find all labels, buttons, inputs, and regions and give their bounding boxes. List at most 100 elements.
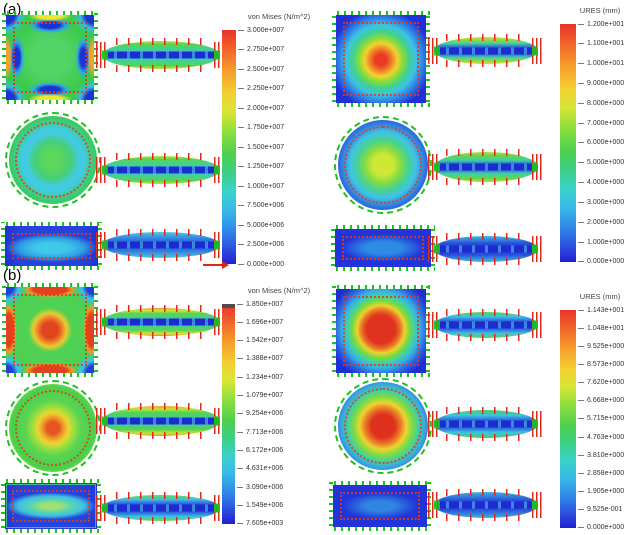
- plate-midplane: [436, 47, 536, 54]
- plate-midplane: [104, 166, 218, 174]
- arrow-shaft: [203, 264, 222, 266]
- legend-tick: 1.000e+001: [578, 60, 624, 68]
- legend-tick: 3.090e+006: [237, 483, 283, 491]
- load-arrows: [446, 178, 526, 185]
- legend-tick: 1.250e+007: [238, 163, 284, 171]
- ures-square-top-view-a: [332, 11, 430, 107]
- legend-tick: 6.172e+006: [237, 447, 283, 455]
- ures-circle-side-view-a: [428, 149, 544, 185]
- load-arrows: [116, 38, 206, 45]
- plate-midplane: [104, 241, 218, 249]
- restraint-symbol: [214, 317, 220, 327]
- legend-tick: 1.200e+001: [578, 20, 624, 28]
- arrow-head: [222, 261, 229, 269]
- vonmises-circle-top-view-b: [5, 380, 101, 476]
- legend-tick: 0.000e+000: [238, 260, 284, 268]
- vonmises-square-top-view-a: [2, 11, 98, 104]
- legend-tick: 7.605e+003: [237, 520, 283, 528]
- ures-legend-b: URES (mm) 1.143e+001 1.048e+001 9.525e+000…: [560, 292, 640, 531]
- legend-tick: 7.500e+006: [238, 202, 284, 210]
- plate-midplane: [436, 321, 536, 329]
- legend-tick: 7.620e+000: [578, 379, 624, 387]
- panel-b-label: (b): [3, 267, 22, 284]
- restraint-symbol: [532, 162, 538, 172]
- legend-tick: 7.713e+006: [237, 428, 283, 436]
- vonmises-circle-side-view-b: [96, 403, 226, 439]
- vonmises-square-side-view-a: [96, 38, 226, 72]
- load-arrows: [116, 254, 206, 261]
- load-arrows: [116, 229, 206, 236]
- restraint-symbol: [102, 503, 108, 513]
- vonmises-rectangle-top-view-b: [1, 479, 101, 533]
- legend-tick-labels: 3.000e+007 2.750e+007 2.500e+007 2.250e+007…: [238, 26, 284, 268]
- stress-contour: [6, 15, 94, 100]
- vonmises-legend-a: von Mises (N/m^2) 3.000e+007 2.750e+007 2.…: [222, 12, 336, 268]
- load-arrows: [446, 514, 526, 521]
- restraint-symbol: [214, 503, 220, 513]
- plate-midplane: [436, 501, 536, 509]
- legend-tick: 2.250e+007: [238, 85, 284, 93]
- legend-tick: 3.810e+000: [578, 451, 624, 459]
- load-arrows: [446, 489, 526, 496]
- plate-midplane: [104, 318, 218, 326]
- legend-tick: 1.750e+007: [238, 124, 284, 132]
- load-arrows: [446, 334, 526, 341]
- legend-tick: 3.000e+000: [578, 198, 624, 206]
- vonmises-square-top-view-b: [2, 283, 98, 377]
- displacement-contour: [336, 289, 426, 373]
- legend-tick: 1.048e+001: [578, 324, 624, 332]
- legend-tick: 1.000e+000: [578, 238, 624, 246]
- load-arrows: [342, 236, 424, 260]
- legend-tick: 2.750e+007: [238, 46, 284, 54]
- vonmises-circle-top-view-a: [5, 112, 101, 208]
- load-arrows: [446, 233, 526, 240]
- color-scale-bar: [222, 30, 236, 264]
- min-value-arrow-annotation: [203, 261, 229, 269]
- legend-tick-labels: 1.200e+001 1.100e+001 1.000e+001 9.000e+000…: [578, 20, 624, 266]
- legend-tick: 2.500e+007: [238, 65, 284, 73]
- restraint-symbol: [102, 165, 108, 175]
- ures-circle-top-view-b: [334, 378, 432, 474]
- legend-tick: 2.000e+000: [578, 218, 624, 226]
- legend-tick: 1.388e+007: [237, 355, 283, 363]
- color-scale-bar: [560, 310, 576, 528]
- displacement-contour: [335, 229, 431, 267]
- load-arrows: [12, 233, 91, 259]
- restraint-symbol: [532, 244, 538, 254]
- load-arrows: [532, 154, 544, 180]
- stress-contour: [6, 287, 94, 373]
- legend-tick: 6.000e+000: [578, 139, 624, 147]
- load-arrows: [343, 296, 419, 366]
- load-arrows: [116, 432, 206, 439]
- plate-midplane: [436, 420, 536, 428]
- legend-tick: 2.000e+007: [238, 104, 284, 112]
- restraint-symbol: [214, 416, 220, 426]
- vonmises-rectangle-side-view-a: [96, 229, 226, 261]
- load-arrows: [340, 492, 420, 520]
- load-arrows: [446, 258, 526, 265]
- restraint-symbol: [532, 500, 538, 510]
- color-scale-bar: [222, 304, 235, 524]
- restraint-symbol: [214, 240, 220, 250]
- load-arrows: [15, 390, 91, 466]
- legend-tick: 9.525e-001: [578, 506, 624, 514]
- legend-tick: 9.525e+000: [578, 342, 624, 350]
- restraint-symbol: [102, 416, 108, 426]
- restraint-symbol: [434, 500, 440, 510]
- color-scale-bar: [560, 24, 576, 262]
- legend-tick: 1.000e+007: [238, 182, 284, 190]
- load-arrows: [116, 305, 206, 312]
- legend-tick: 5.000e+000: [578, 159, 624, 167]
- restraint-symbol: [434, 162, 440, 172]
- ures-legend-a: URES (mm) 1.200e+001 1.100e+001 1.000e+001…: [560, 6, 640, 265]
- legend-tick: 1.542e+007: [237, 337, 283, 345]
- legend-tick: 1.100e+001: [578, 40, 624, 48]
- load-arrows: [116, 180, 206, 187]
- restraint-symbol: [214, 165, 220, 175]
- load-arrows: [116, 403, 206, 410]
- legend-tick: 4.763e+000: [578, 433, 624, 441]
- load-arrows: [12, 490, 90, 522]
- load-arrows: [532, 37, 544, 64]
- legend-tick: 4.631e+006: [237, 465, 283, 473]
